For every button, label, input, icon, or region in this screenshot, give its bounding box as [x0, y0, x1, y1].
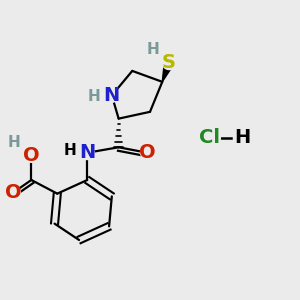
Text: H: H: [88, 89, 100, 104]
Text: O: O: [5, 183, 22, 202]
Text: O: O: [139, 143, 156, 162]
Text: Cl: Cl: [200, 128, 220, 147]
Circle shape: [7, 185, 20, 199]
Text: O: O: [23, 146, 40, 165]
Text: N: N: [104, 86, 120, 105]
Text: H: H: [7, 135, 20, 150]
Text: N: N: [79, 143, 95, 162]
Circle shape: [25, 148, 38, 162]
Polygon shape: [162, 61, 174, 82]
Circle shape: [87, 90, 101, 104]
Text: S: S: [162, 53, 176, 72]
Circle shape: [162, 56, 176, 70]
Circle shape: [200, 128, 220, 148]
Text: H: H: [146, 42, 159, 57]
Circle shape: [63, 143, 76, 157]
Text: H: H: [63, 142, 76, 158]
Text: H: H: [235, 128, 251, 147]
Circle shape: [236, 131, 250, 145]
Circle shape: [146, 42, 160, 56]
Circle shape: [140, 146, 154, 160]
Circle shape: [80, 146, 94, 160]
Circle shape: [105, 88, 119, 102]
Circle shape: [7, 136, 20, 149]
